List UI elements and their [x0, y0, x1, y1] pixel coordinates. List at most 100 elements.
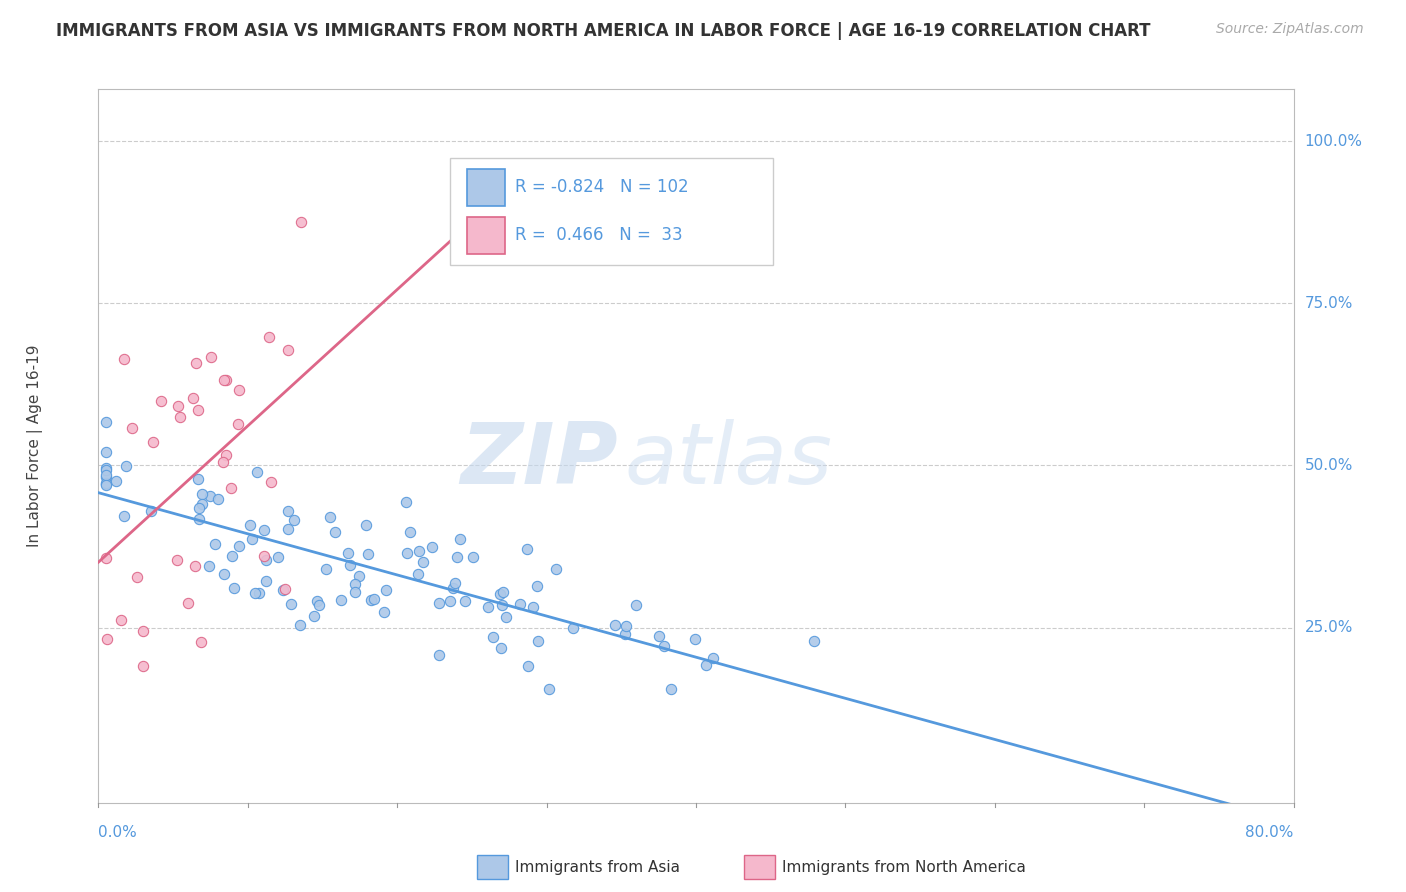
Point [215, 449, 238, 463]
Text: atlas: atlas [624, 418, 832, 502]
Point [94, 469, 117, 483]
Point [330, 593, 353, 607]
Text: Source: ZipAtlas.com: Source: ZipAtlas.com [1216, 22, 1364, 37]
Point [228, 383, 250, 397]
Point [491, 598, 513, 612]
Text: 0.0%: 0.0% [98, 825, 138, 840]
Point [288, 618, 311, 632]
Point [659, 682, 682, 697]
Point [344, 585, 367, 599]
Point [481, 630, 503, 644]
Point [449, 532, 471, 546]
Point [509, 598, 531, 612]
Point [183, 558, 205, 573]
Point [94, 463, 117, 477]
Point [166, 553, 188, 567]
Point [94, 550, 117, 565]
Point [443, 575, 465, 590]
Point [274, 582, 297, 597]
Point [516, 659, 538, 673]
Point [439, 593, 461, 607]
Point [537, 682, 560, 697]
Point [226, 417, 249, 431]
Point [280, 597, 302, 611]
Point [184, 356, 207, 370]
Point [94, 461, 117, 475]
Point [429, 648, 451, 662]
Point [222, 582, 245, 596]
Point [228, 539, 250, 553]
Point [454, 594, 477, 608]
Point [522, 600, 544, 615]
Point [200, 350, 222, 364]
Point [613, 627, 636, 641]
Point [277, 522, 299, 536]
Text: 50.0%: 50.0% [1305, 458, 1353, 473]
Point [240, 532, 263, 546]
Point [187, 512, 209, 526]
Point [516, 542, 538, 557]
Point [94, 477, 117, 491]
Point [204, 537, 226, 551]
Text: In Labor Force | Age 16-19: In Labor Force | Age 16-19 [27, 344, 44, 548]
Point [112, 509, 135, 524]
Point [246, 465, 269, 479]
Point [260, 475, 283, 489]
Point [94, 415, 117, 429]
Point [190, 635, 212, 649]
Text: 25.0%: 25.0% [1305, 620, 1353, 635]
Point [337, 546, 360, 560]
Point [406, 566, 429, 581]
Point [105, 474, 128, 488]
Point [277, 343, 299, 357]
Point [243, 586, 266, 600]
Point [412, 554, 434, 568]
Point [527, 634, 550, 648]
Point [495, 610, 517, 624]
Point [546, 561, 568, 575]
Point [253, 549, 276, 563]
Text: R = -0.824   N = 102: R = -0.824 N = 102 [515, 178, 688, 196]
Point [94, 478, 117, 492]
Point [257, 329, 280, 343]
Point [427, 597, 450, 611]
Point [489, 640, 512, 655]
Point [420, 541, 443, 555]
Point [363, 592, 385, 607]
Point [277, 504, 299, 518]
Point [190, 487, 212, 501]
Point [305, 594, 328, 608]
Text: Immigrants from North America: Immigrants from North America [782, 860, 1025, 874]
Point [290, 215, 312, 229]
Text: R =  0.466   N =  33: R = 0.466 N = 33 [515, 227, 682, 244]
Point [212, 566, 235, 581]
Point [239, 518, 262, 533]
Point [526, 579, 548, 593]
Point [211, 455, 233, 469]
Point [626, 598, 648, 612]
Point [94, 475, 117, 490]
Point [315, 562, 337, 576]
Point [373, 605, 395, 619]
Point [191, 497, 214, 511]
Point [302, 609, 325, 624]
Point [319, 510, 342, 524]
Point [354, 517, 377, 532]
Point [125, 570, 148, 584]
Point [395, 495, 418, 509]
Point [491, 584, 513, 599]
Point [197, 558, 219, 573]
Point [254, 574, 277, 588]
Point [132, 624, 155, 638]
Point [374, 582, 396, 597]
Text: 100.0%: 100.0% [1305, 134, 1362, 149]
Point [141, 435, 163, 450]
Point [198, 489, 221, 503]
Point [614, 619, 637, 633]
Point [115, 458, 138, 473]
Point [112, 351, 135, 366]
Text: IMMIGRANTS FROM ASIA VS IMMIGRANTS FROM NORTH AMERICA IN LABOR FORCE | AGE 16-19: IMMIGRANTS FROM ASIA VS IMMIGRANTS FROM … [56, 22, 1150, 40]
Point [803, 634, 825, 648]
Point [187, 403, 209, 417]
Point [219, 481, 242, 495]
